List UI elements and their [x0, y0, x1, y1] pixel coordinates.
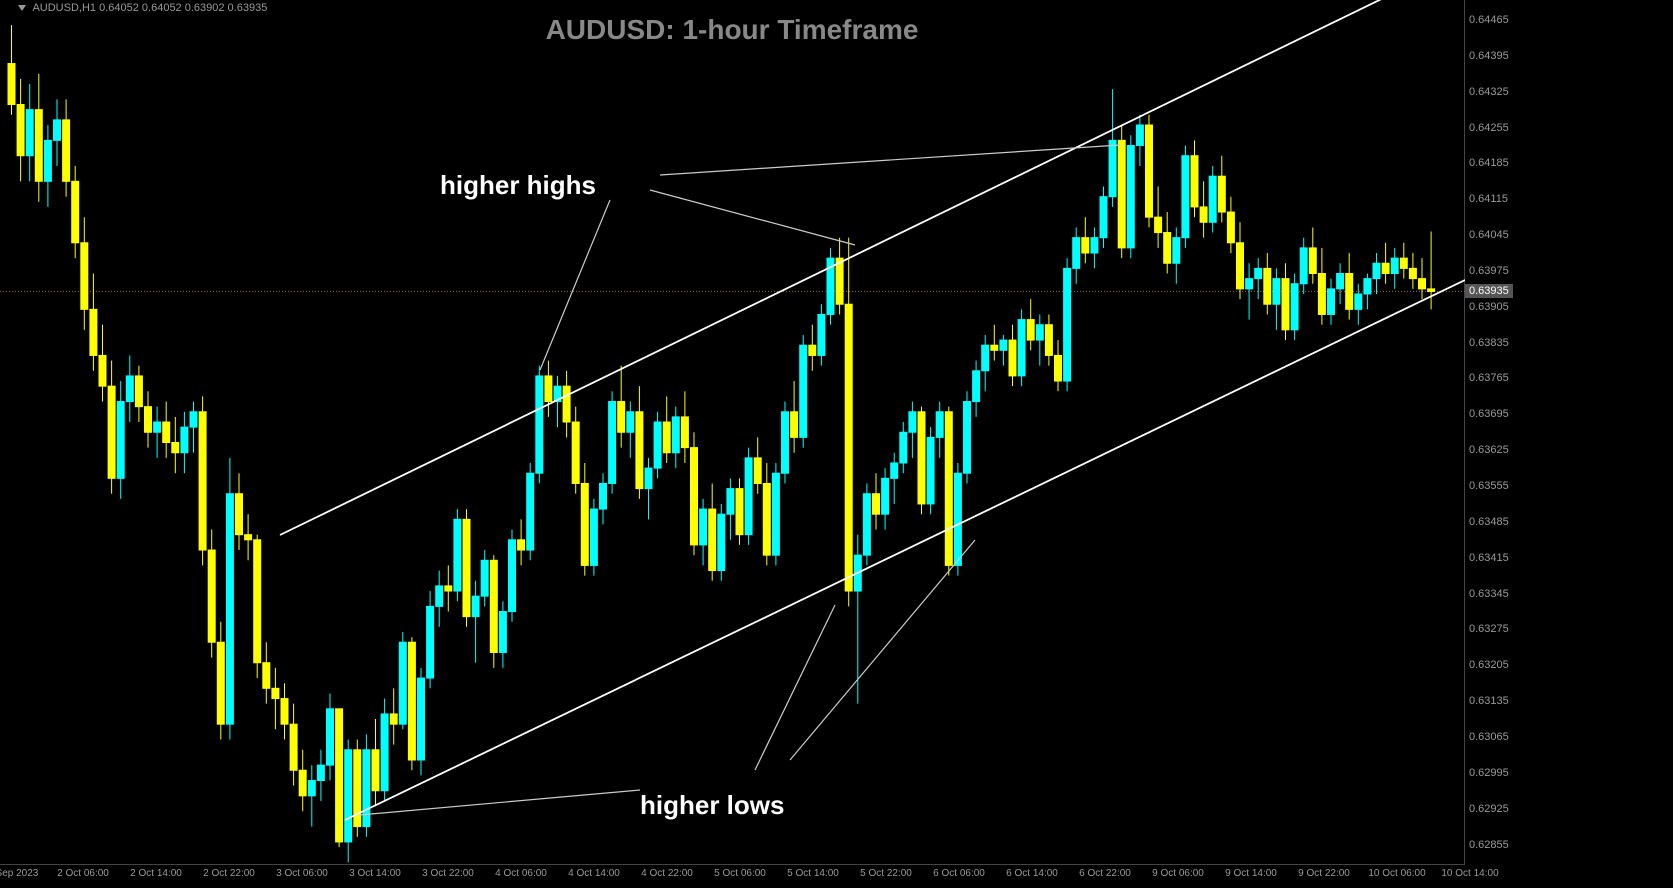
- y-tick-label: 0.63135: [1469, 695, 1509, 707]
- x-tick-label: 4 Oct 14:00: [568, 868, 620, 879]
- x-tick-label: 5 Oct 22:00: [860, 868, 912, 879]
- dropdown-icon: [18, 5, 26, 11]
- y-tick-label: 0.63555: [1469, 480, 1509, 492]
- y-tick-label: 0.63905: [1469, 301, 1509, 313]
- y-tick-label: 0.63415: [1469, 552, 1509, 564]
- y-axis: 0.64465 0.64395 0.64325 0.64255 0.64185 0.641…: [1465, 0, 1533, 865]
- x-tick-label: 9 Oct 14:00: [1225, 868, 1277, 879]
- y-tick-label: 0.64395: [1469, 50, 1509, 62]
- y-tick-label: 0.63275: [1469, 623, 1509, 635]
- y-tick-label: 0.64185: [1469, 157, 1509, 169]
- x-tick-label: 2 Oct 14:00: [130, 868, 182, 879]
- y-tick-label: 0.62925: [1469, 803, 1509, 815]
- current-price-tag: 0.63935: [1465, 284, 1513, 298]
- y-tick-label: 0.63835: [1469, 337, 1509, 349]
- ohlc-header: AUDUSD,H1 0.64052 0.64052 0.63902 0.6393…: [18, 2, 267, 14]
- y-tick-label: 0.62855: [1469, 839, 1509, 851]
- y-tick-label: 0.63975: [1469, 265, 1509, 277]
- y-tick-label: 0.64115: [1469, 193, 1508, 205]
- y-tick-label: 0.63485: [1469, 516, 1509, 528]
- x-tick-label: 3 Oct 06:00: [276, 868, 328, 879]
- y-tick-label: 0.64325: [1469, 86, 1509, 98]
- x-tick-label: 4 Oct 22:00: [641, 868, 693, 879]
- x-tick-label: 4 Oct 06:00: [495, 868, 547, 879]
- x-tick-label: 29 Sep 2023: [0, 868, 38, 879]
- symbol-label: AUDUSD,H1: [32, 2, 96, 14]
- x-tick-label: 2 Oct 22:00: [203, 868, 255, 879]
- y-tick-label: 0.63205: [1469, 659, 1509, 671]
- y-tick-label: 0.62995: [1469, 767, 1509, 779]
- x-tick-label: 2 Oct 06:00: [57, 868, 109, 879]
- y-tick-label: 0.63065: [1469, 731, 1509, 743]
- x-tick-label: 5 Oct 06:00: [714, 868, 766, 879]
- x-tick-label: 3 Oct 22:00: [422, 868, 474, 879]
- x-tick-label: 5 Oct 14:00: [787, 868, 839, 879]
- chart-plot-area[interactable]: AUDUSD,H1 0.64052 0.64052 0.63902 0.6393…: [0, 0, 1465, 865]
- x-tick-label: 6 Oct 14:00: [1006, 868, 1058, 879]
- chart-svg: [0, 0, 1465, 865]
- y-tick-label: 0.64465: [1469, 14, 1509, 26]
- y-tick-label: 0.63765: [1469, 372, 1509, 384]
- x-axis: 29 Sep 2023 2 Oct 06:00 2 Oct 14:00 2 Oct 2…: [0, 865, 1465, 888]
- x-tick-label: 9 Oct 06:00: [1152, 868, 1204, 879]
- x-tick-label: 6 Oct 06:00: [933, 868, 985, 879]
- annotation-higher-highs: higher highs: [440, 170, 596, 201]
- y-tick-label: 0.64255: [1469, 122, 1509, 134]
- y-tick-label: 0.63625: [1469, 444, 1509, 456]
- x-tick-label: 3 Oct 14:00: [349, 868, 401, 879]
- y-tick-label: 0.63695: [1469, 408, 1509, 420]
- y-tick-label: 0.64045: [1469, 229, 1509, 241]
- x-tick-label: 6 Oct 22:00: [1079, 868, 1131, 879]
- x-tick-label: 9 Oct 22:00: [1298, 868, 1350, 879]
- chart-title: AUDUSD: 1-hour Timeframe: [546, 14, 919, 46]
- y-tick-label: 0.63345: [1469, 588, 1509, 600]
- ohlc-values: 0.64052 0.64052 0.63902 0.63935: [99, 2, 267, 14]
- x-tick-label: 10 Oct 06:00: [1368, 868, 1425, 879]
- annotation-higher-lows: higher lows: [640, 790, 784, 821]
- x-tick-label: 10 Oct 14:00: [1441, 868, 1498, 879]
